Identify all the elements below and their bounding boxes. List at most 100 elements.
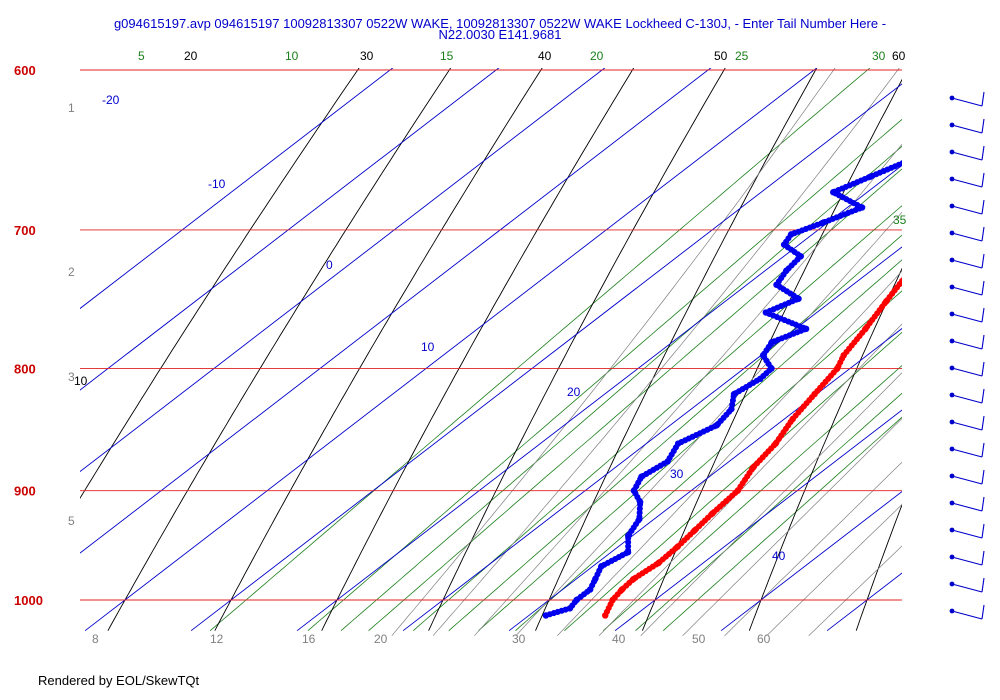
wind-barb — [949, 550, 985, 566]
isotherm-label: 20 — [567, 385, 581, 399]
wind-barb-shaft — [951, 151, 983, 161]
mixing-ratio-line — [448, 234, 902, 632]
dewpoint-trace-point — [820, 219, 827, 226]
temperature-trace-point — [905, 270, 911, 276]
moist-adiabat-label: 50 — [692, 632, 706, 646]
wind-barb-dot — [949, 230, 955, 236]
dewpoint-trace-point — [867, 173, 874, 180]
wind-barb — [949, 577, 985, 593]
temperature-trace-point — [630, 575, 637, 583]
temperature-trace-point — [789, 415, 796, 423]
wind-barb-flag — [981, 388, 985, 404]
mixing-ratio-line — [307, 118, 902, 632]
dewpoint-trace-point — [630, 487, 638, 494]
dewpoint-trace-point — [951, 109, 957, 115]
temperature-trace-point — [709, 510, 716, 517]
dewpoint-trace-point — [586, 586, 594, 593]
isobar-lines — [80, 69, 902, 601]
isotherm-line — [296, 164, 902, 632]
dewpoint-trace-point — [906, 126, 912, 132]
dewpoint-trace-point — [624, 549, 632, 556]
wind-barb-dot — [949, 149, 955, 155]
wind-barb-shaft — [951, 367, 983, 377]
isotherm-label: 10 — [421, 340, 435, 354]
height-label: 5 — [68, 514, 75, 528]
wind-barb-dot — [949, 284, 955, 290]
isotherm-line — [80, 68, 712, 554]
isotherm-line — [720, 490, 902, 632]
height-label: 1 — [68, 101, 75, 115]
wind-barb-shaft — [951, 583, 983, 593]
moist-adiabat-line — [682, 418, 902, 636]
temperature-trace-point — [993, 150, 999, 156]
dewpoint-trace-point — [797, 253, 804, 260]
isotherm-label: 0 — [326, 258, 333, 272]
mixing-ratio-line — [413, 205, 902, 631]
dewpoint-trace-point — [830, 189, 837, 196]
wind-barb-shaft — [951, 475, 983, 485]
dewpoint-trace-point — [675, 440, 682, 447]
temperature-trace-point — [618, 586, 626, 593]
isotherm-lines — [80, 53, 1000, 632]
isotherm-line — [190, 83, 902, 632]
dewpoint-trace — [542, 160, 902, 619]
dry-adiabat-label: 10 — [74, 374, 88, 388]
wind-barb — [949, 442, 985, 458]
wind-barb-flag — [981, 604, 985, 620]
moist-adiabat-label: 60 — [757, 632, 771, 646]
wind-barb-flag — [981, 91, 985, 107]
dewpoint-trace-point — [598, 563, 605, 570]
temperature-trace-point — [811, 390, 818, 398]
wind-barb-flag — [981, 550, 985, 566]
wind-barb — [949, 91, 985, 107]
wind-barb — [949, 388, 985, 404]
wind-barb-dot — [949, 608, 955, 614]
mixing-ratio-label: 30 — [872, 49, 886, 63]
mixing-ratio-label: 10 — [285, 49, 299, 63]
wind-barb-flag — [981, 523, 985, 539]
isotherm-line — [933, 53, 1000, 631]
wind-barb-dot — [949, 392, 955, 398]
wind-barb-dot — [949, 500, 955, 506]
wind-barb-dot — [949, 203, 955, 209]
wind-barb — [949, 415, 985, 431]
moist-adiabat-line — [808, 545, 902, 636]
wind-barb-shaft — [951, 286, 983, 296]
wind-barb-shaft — [951, 556, 983, 566]
height-label: 2 — [68, 265, 75, 279]
isotherm-line — [80, 68, 394, 310]
title-line-2: N22.0030 E141.9681 — [438, 27, 562, 42]
dry-adiabat-line — [80, 68, 360, 500]
dry-adiabat-line — [214, 68, 543, 631]
moist-adiabat-label: 30 — [512, 632, 526, 646]
wind-barb — [949, 469, 985, 485]
wind-barb — [949, 145, 985, 161]
moist-adiabat-line — [391, 68, 836, 636]
isotherm-line — [614, 409, 902, 632]
footer-credit: Rendered by EOL/SkewTQt — [38, 673, 200, 688]
wind-barb-shaft — [951, 232, 983, 242]
dewpoint-trace-point — [638, 473, 645, 480]
wind-barb-flag — [981, 469, 985, 485]
dewpoint-trace-point — [905, 158, 911, 164]
temperature-trace-point — [691, 527, 698, 534]
wind-barb — [949, 226, 985, 242]
dewpoint-trace-point — [573, 596, 580, 604]
isotherm-line — [80, 68, 500, 391]
wind-barb-shaft — [951, 124, 983, 134]
moist-adiabat-line — [724, 461, 902, 636]
wind-barb-flag — [981, 253, 985, 269]
mixing-ratio-line — [209, 68, 871, 632]
moist-adiabat-line — [766, 504, 902, 636]
dewpoint-trace-point — [625, 532, 632, 540]
wind-barb-dot — [949, 257, 955, 263]
wind-barb — [949, 361, 985, 377]
wind-barb-shaft — [951, 340, 983, 350]
temperature-trace-point — [882, 298, 890, 305]
mixing-ratio-line — [368, 168, 902, 632]
dry-adiabat-line — [855, 503, 902, 631]
wind-barb-flag — [981, 280, 985, 296]
dewpoint-trace-point — [802, 325, 810, 333]
